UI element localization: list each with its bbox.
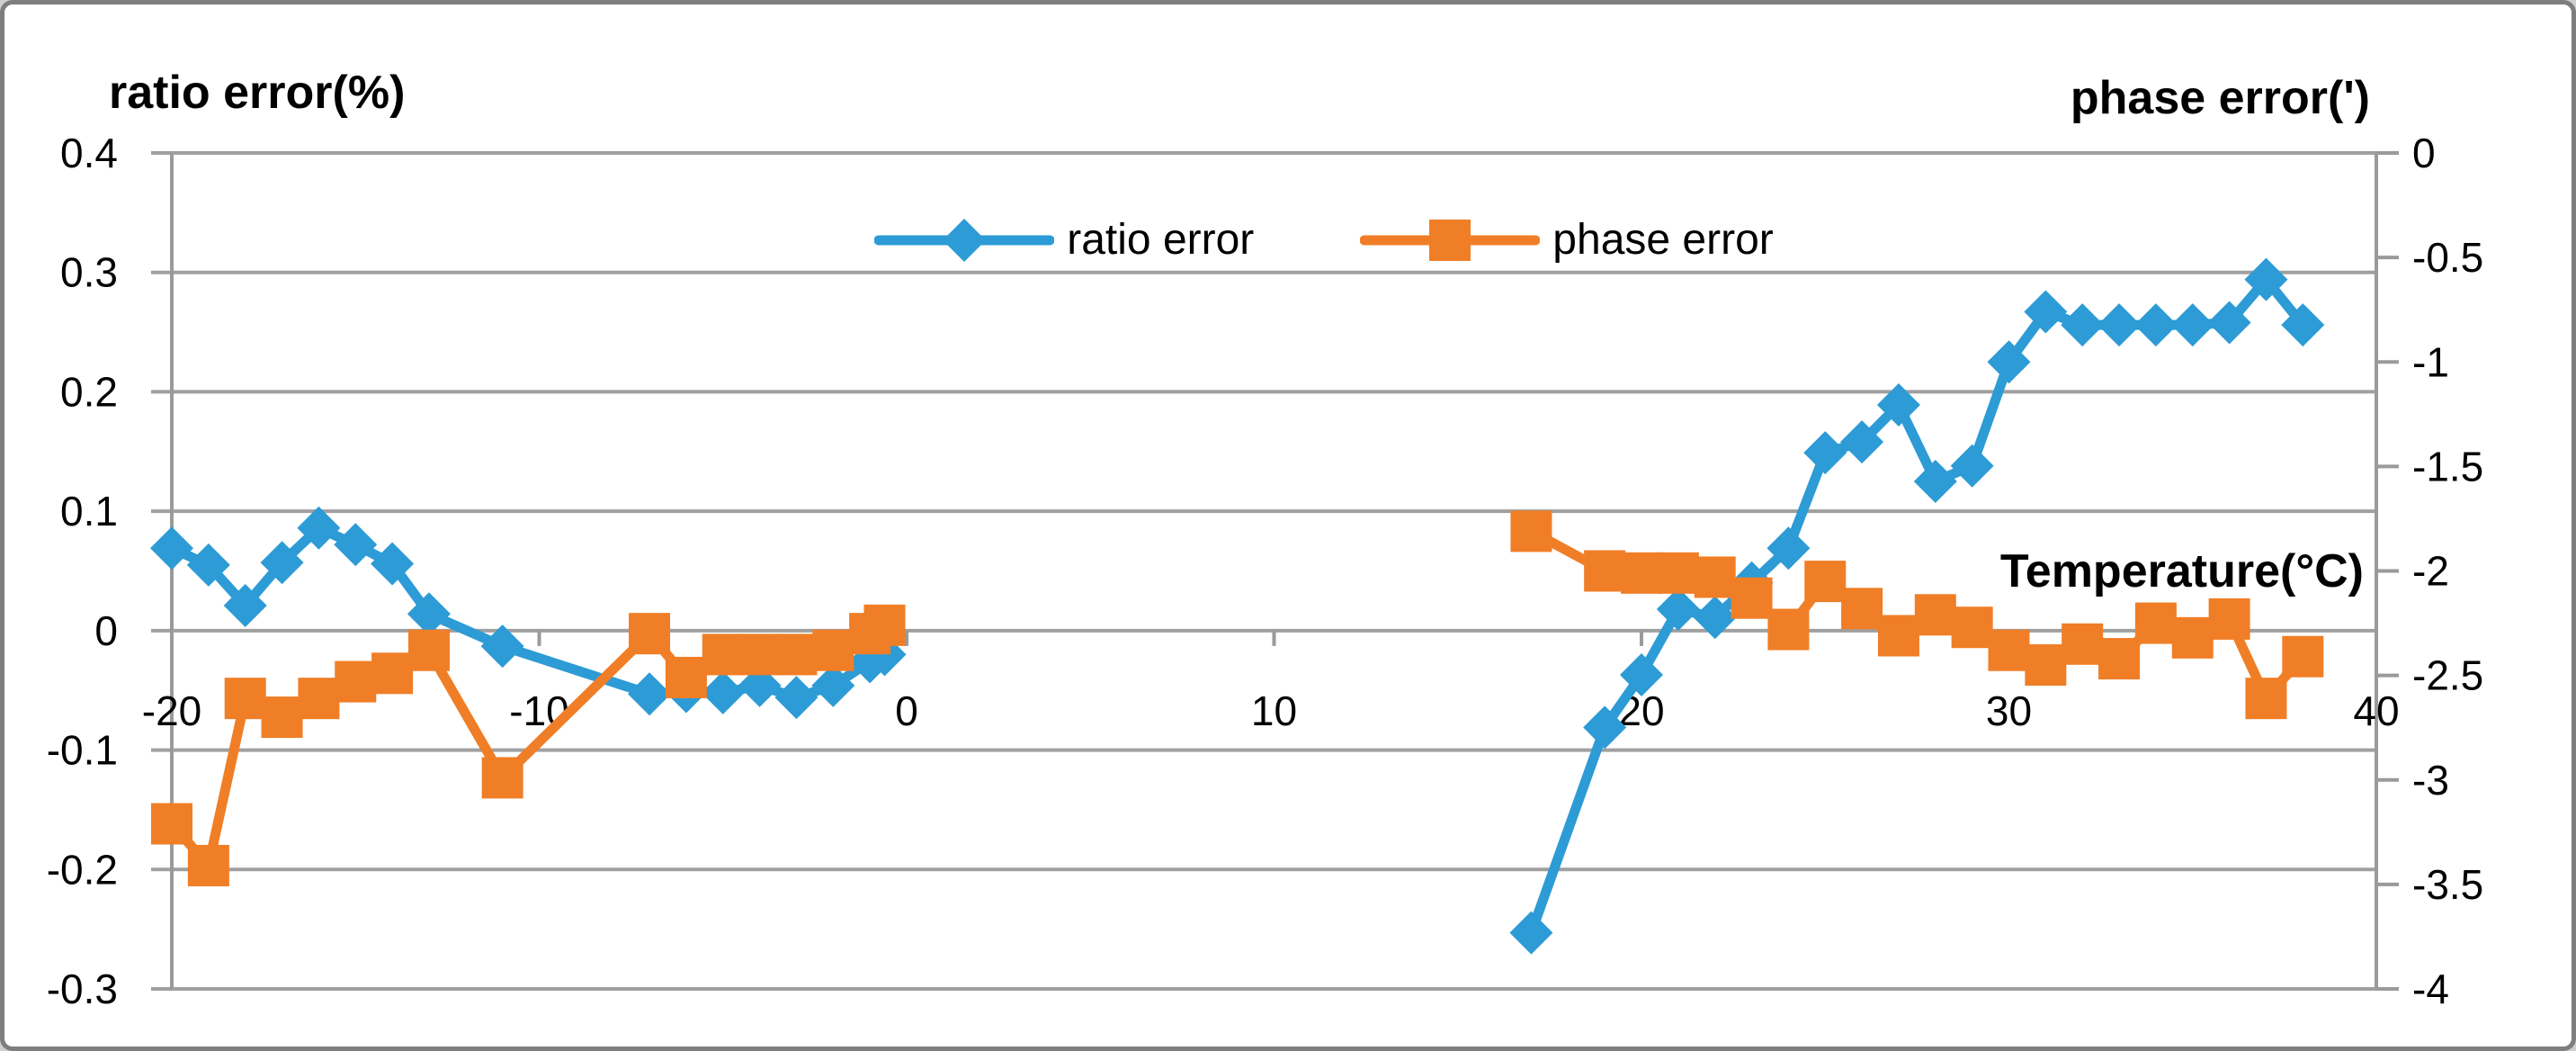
ratio-error-marker [1509, 911, 1553, 955]
phase-error-marker [371, 652, 414, 695]
phase-error-marker [1731, 577, 1773, 619]
phase-error-marker [407, 629, 450, 671]
right-axis-tick-label: -1 [2412, 338, 2449, 385]
right-axis-tick-label: -4 [2412, 966, 2449, 1012]
ratio-error-marker [480, 624, 524, 669]
phase-error-marker [2025, 644, 2067, 687]
right-axis-title: phase error(') [2070, 72, 2370, 124]
ratio-error-marker [774, 676, 818, 720]
phase-error-marker [151, 803, 192, 845]
x-axis-tick-label: 10 [1251, 687, 1297, 734]
ratio-error-marker [2170, 303, 2214, 347]
phase-error-marker [1584, 550, 1626, 592]
left-axis-tick-label: -0.2 [47, 846, 118, 893]
phase-error-marker [298, 678, 340, 720]
phase-error-marker [335, 660, 377, 703]
phase-error-marker [702, 633, 744, 676]
phase-error-marker [187, 844, 229, 886]
left-axis-tick-label: 0.3 [60, 249, 118, 296]
phase-error-marker [812, 629, 854, 671]
ratio-error-marker [628, 672, 672, 716]
ratio-error-marker [811, 663, 855, 707]
ratio-error-marker [701, 670, 745, 714]
ratio-error-marker [1913, 459, 1957, 503]
left-axis-tick-label: -0.1 [47, 727, 118, 774]
phase-error-marker [775, 633, 818, 676]
ratio-error-marker [260, 541, 304, 585]
phase-error-marker [1510, 510, 1552, 552]
x-axis-tick-label: 30 [1986, 687, 2032, 734]
phase-error-marker [1694, 556, 1736, 598]
ratio-error-marker [334, 523, 378, 567]
ratio-error-marker [2024, 290, 2068, 334]
ratio-error-marker [1767, 526, 1811, 570]
right-axis-tick-label: -2 [2412, 548, 2449, 595]
ratio-error-marker [186, 543, 230, 587]
left-axis-title: ratio error(%) [109, 67, 406, 119]
phase-error-marker [863, 604, 906, 646]
phase-error-marker [2134, 602, 2177, 644]
left-axis-tick-label: -0.3 [47, 966, 118, 1012]
ratio-error-marker [2097, 303, 2142, 347]
ratio-error-marker [223, 583, 267, 627]
x-axis-tick-label: 0 [895, 687, 918, 734]
ratio-error-marker [1987, 340, 2031, 384]
phase-error-marker [1804, 561, 1847, 603]
phase-error-marker [1621, 552, 1662, 594]
phase-error-marker [738, 633, 781, 676]
ratio-error-marker [2061, 303, 2105, 347]
ratio-error-marker [2244, 257, 2288, 301]
phase-error-marker [1657, 552, 1699, 594]
left-axis-tick-label: 0.4 [60, 130, 118, 176]
left-axis-tick-label: 0.1 [60, 488, 118, 534]
ratio-error-marker [1656, 587, 1700, 631]
chart-plot-svg: 0.40.30.20.10-0.1-0.2-0.3-20 -10 0 10 20 30 40… [47, 130, 2484, 1012]
phase-error-marker [481, 757, 523, 799]
x-axis-tick-label: -20 [142, 687, 201, 734]
phase-error-marker [224, 678, 266, 720]
right-axis-tick-label: -2.5 [2412, 652, 2483, 699]
phase-error-marker [1951, 606, 1993, 649]
phase-error-marker [2208, 597, 2250, 640]
phase-error-marker [1914, 594, 1956, 636]
ratio-error-marker [371, 542, 415, 586]
phase-error-marker [1841, 588, 1883, 630]
ratio-error-marker [150, 526, 193, 570]
ratio-error-marker [1583, 705, 1627, 750]
x-axis-tick-label: 40 [2353, 687, 2399, 734]
phase-error-marker [2245, 678, 2287, 720]
ratio-error-marker [297, 506, 341, 550]
right-axis-tick-label: -3 [2412, 757, 2449, 804]
ratio-error-marker [2207, 301, 2251, 345]
phase-error-marker [261, 696, 303, 739]
phase-error-marker [2282, 635, 2324, 678]
ratio-error-marker [1840, 420, 1884, 464]
ratio-error-marker [407, 592, 451, 636]
phase-error-marker [1988, 629, 2030, 671]
ratio-error-marker [2281, 303, 2325, 347]
ratio-error-marker [1803, 431, 1847, 475]
ratio-error-marker [1950, 444, 1994, 488]
left-axis-tick-label: 0.2 [60, 368, 118, 415]
ratio-error-marker [1693, 596, 1737, 640]
x-axis-title: Temperature(°C) [1999, 545, 2364, 597]
phase-error-marker [2062, 623, 2104, 665]
right-axis-tick-label: -1.5 [2412, 443, 2483, 490]
ratio-error-marker [1876, 383, 1920, 427]
right-axis-tick-label: -0.5 [2412, 234, 2483, 281]
phase-error-marker [1877, 615, 1919, 657]
left-axis-tick-label: 0 [94, 607, 118, 654]
right-axis-tick-label: 0 [2412, 130, 2436, 176]
phase-error-marker [665, 656, 707, 698]
ratio-error-marker [2133, 303, 2178, 347]
ratio-error-marker [1620, 652, 1663, 696]
phase-error-marker [629, 613, 671, 655]
phase-error-marker [2098, 638, 2141, 680]
phase-error-marker [2171, 616, 2214, 659]
phase-error-marker [1767, 608, 1810, 651]
right-axis-tick-label: -3.5 [2412, 861, 2483, 908]
